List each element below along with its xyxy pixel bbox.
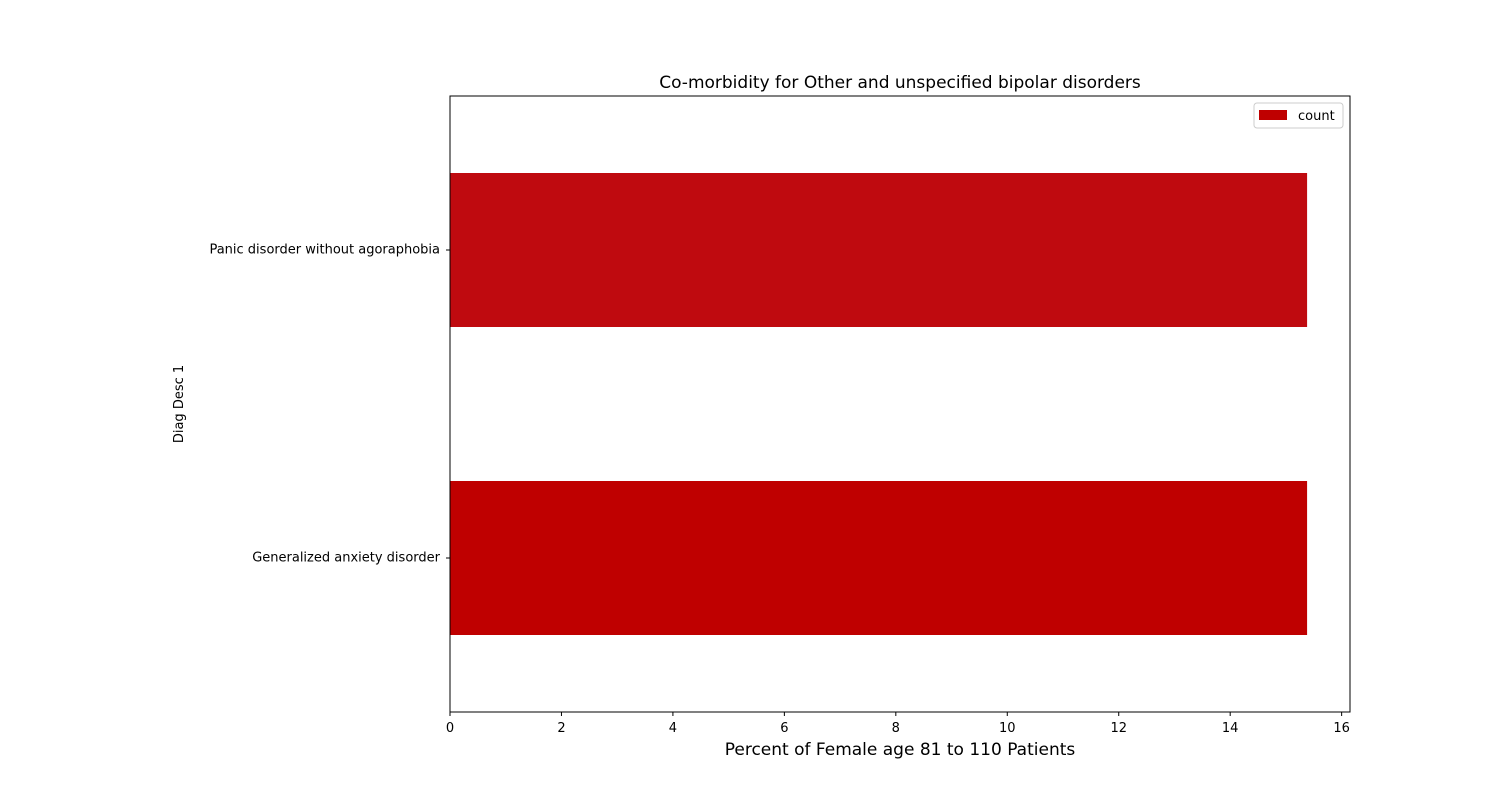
bar-generalized-anxiety-disorder xyxy=(450,481,1308,635)
x-tick-label: 10 xyxy=(999,721,1016,736)
legend-swatch-count xyxy=(1259,110,1287,120)
x-tick-label: 8 xyxy=(892,721,900,736)
legend-label-count: count xyxy=(1298,109,1335,124)
bar-panic-disorder-without-agoraphobia xyxy=(450,173,1308,327)
x-axis-label: Percent of Female age 81 to 110 Patients xyxy=(725,740,1076,760)
y-axis-label: Diag Desc 1 xyxy=(172,365,187,443)
legend: count xyxy=(1253,102,1344,129)
x-tick-label: 12 xyxy=(1110,721,1127,736)
x-tick-label: 2 xyxy=(557,721,565,736)
y-tick-label: Panic disorder without agoraphobia xyxy=(209,243,440,258)
x-axis-ticks: 0 2 4 6 8 10 12 14 16 xyxy=(446,712,1350,736)
x-tick-label: 14 xyxy=(1222,721,1239,736)
x-tick-label: 0 xyxy=(446,721,454,736)
x-tick-label: 16 xyxy=(1333,721,1350,736)
chart-title: Co-morbidity for Other and unspecified b… xyxy=(659,73,1141,93)
y-axis-ticks: Generalized anxiety disorder Panic disord… xyxy=(209,243,450,566)
x-tick-label: 6 xyxy=(780,721,788,736)
bars-group xyxy=(450,173,1308,635)
y-tick-label: Generalized anxiety disorder xyxy=(252,551,440,566)
legend-box xyxy=(1253,102,1344,129)
plot-frame xyxy=(449,95,1351,713)
x-tick-label: 4 xyxy=(669,721,677,736)
